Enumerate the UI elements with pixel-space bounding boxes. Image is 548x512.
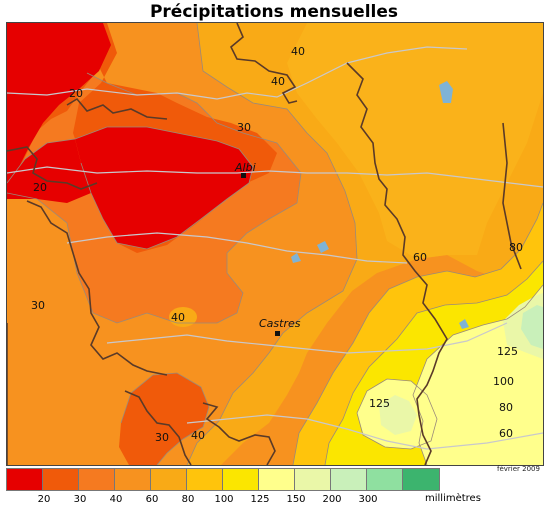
lake-3 — [291, 253, 301, 263]
zone-40-patch — [169, 307, 197, 327]
zone-50 — [287, 23, 543, 259]
department-borders — [7, 23, 522, 465]
legend-tick: 150 — [286, 494, 306, 505]
contour-label: 60 — [413, 251, 427, 264]
contour-label: 30 — [31, 299, 45, 312]
contour-label: 60 — [499, 427, 513, 440]
legend-tick: 40 — [109, 494, 123, 505]
contour-label: 40 — [171, 311, 185, 324]
contour-label: 125 — [369, 397, 390, 410]
city-albi: Albi — [234, 161, 256, 178]
contour-labels: 40 40 20 20 30 30 40 30 40 60 80 125 100… — [31, 45, 523, 444]
zone-125-150-south — [379, 395, 417, 435]
legend-swatch — [258, 468, 296, 491]
legend-swatch — [366, 468, 404, 491]
map-date: février 2009 — [497, 465, 540, 473]
lake-2 — [317, 241, 329, 253]
legend-swatch — [114, 468, 152, 491]
city-marker-icon — [241, 173, 246, 178]
contour-label: 20 — [69, 87, 83, 100]
contour-label: 80 — [499, 401, 513, 414]
legend-tick: 100 — [214, 494, 234, 505]
contour-label: 20 — [33, 181, 47, 194]
lake-4 — [459, 319, 469, 329]
map-canvas: 40 40 20 20 30 30 40 30 40 60 80 125 100… — [7, 23, 543, 465]
contour-label: 100 — [493, 375, 514, 388]
zone-below-20-nw — [7, 23, 111, 183]
legend-tick: 30 — [73, 494, 87, 505]
city-castres: Castres — [259, 317, 301, 336]
lake-1 — [439, 81, 453, 103]
legend-tick: 80 — [181, 494, 195, 505]
city-label-castres: Castres — [259, 317, 301, 330]
contour-label: 30 — [155, 431, 169, 444]
legend-tick: 125 — [250, 494, 270, 505]
zone-below-20-west — [7, 139, 91, 203]
precipitation-map: 40 40 20 20 30 30 40 30 40 60 80 125 100… — [6, 22, 544, 466]
zone-below-20-center — [75, 127, 253, 249]
contour-label: 40 — [271, 75, 285, 88]
legend-swatch — [150, 468, 188, 491]
legend-tick: 200 — [322, 494, 342, 505]
legend-swatch — [330, 468, 368, 491]
map-title: Précipitations mensuelles — [149, 2, 399, 22]
legend-unit: millimètres — [425, 493, 481, 504]
contour-label: 40 — [191, 429, 205, 442]
city-marker-icon — [275, 331, 280, 336]
legend-tick: 60 — [145, 494, 159, 505]
zone-20-30-south — [119, 373, 209, 465]
legend-tick: 300 — [358, 494, 378, 505]
contour-label: 40 — [291, 45, 305, 58]
rivers — [7, 46, 543, 450]
contour-label: 30 — [237, 121, 251, 134]
legend-swatch — [294, 468, 332, 491]
lakes — [291, 81, 469, 329]
contour-label: 80 — [509, 241, 523, 254]
legend-swatch — [186, 468, 224, 491]
legend-swatch — [402, 468, 440, 491]
legend-swatch — [6, 468, 44, 491]
legend-tick: 20 — [37, 494, 51, 505]
zone-150-200 — [521, 305, 543, 349]
contour-label: 125 — [497, 345, 518, 358]
legend-swatch — [78, 468, 116, 491]
legend-swatch — [42, 468, 80, 491]
legend-swatch — [222, 468, 260, 491]
city-label-albi: Albi — [234, 161, 256, 174]
